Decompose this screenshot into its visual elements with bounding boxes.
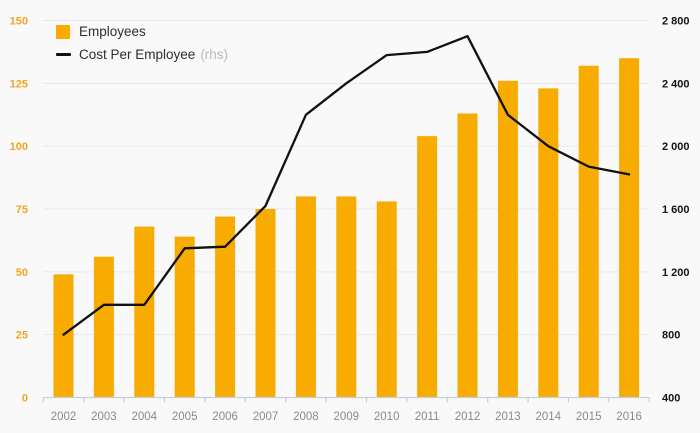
x-label-2012: 2012 bbox=[455, 411, 481, 423]
right-axis-label: 400 bbox=[662, 393, 680, 405]
legend-item-employees: Employees bbox=[56, 22, 228, 41]
x-label-2002: 2002 bbox=[51, 411, 77, 423]
bar-2005 bbox=[174, 236, 195, 398]
bar-2002 bbox=[53, 274, 74, 398]
bar-2003 bbox=[93, 256, 114, 398]
cost-per-employee-line bbox=[62, 35, 631, 336]
legend-employees-label: Employees bbox=[79, 24, 146, 39]
cost-line-swatch-icon bbox=[56, 53, 71, 56]
bar-2006 bbox=[215, 216, 236, 398]
x-label-2006: 2006 bbox=[212, 411, 238, 423]
x-label-2013: 2013 bbox=[495, 411, 521, 423]
right-axis-label: 2 000 bbox=[662, 141, 690, 153]
x-label-2010: 2010 bbox=[374, 411, 400, 423]
employees-swatch-icon bbox=[56, 24, 70, 39]
chart-legend: Employees Cost Per Employee (rhs) bbox=[56, 22, 228, 64]
left-axis-label: 25 bbox=[16, 330, 28, 342]
legend-item-cost: Cost Per Employee (rhs) bbox=[56, 45, 228, 64]
bar-2016 bbox=[619, 58, 640, 398]
right-axis-label: 2 400 bbox=[662, 78, 690, 90]
bar-2013 bbox=[497, 80, 518, 398]
right-axis-label: 1 600 bbox=[662, 204, 690, 216]
bar-2015 bbox=[578, 65, 599, 398]
bar-2008 bbox=[295, 196, 316, 398]
x-label-2003: 2003 bbox=[91, 411, 117, 423]
x-label-2011: 2011 bbox=[415, 411, 440, 423]
x-label-2007: 2007 bbox=[253, 411, 279, 423]
left-axis-label: 100 bbox=[10, 141, 28, 153]
legend-cost-label: Cost Per Employee bbox=[79, 47, 196, 62]
x-label-2005: 2005 bbox=[172, 411, 198, 423]
legend-rhs-suffix: (rhs) bbox=[200, 47, 229, 62]
bar-2004 bbox=[134, 226, 155, 398]
left-axis-label: 150 bbox=[10, 16, 28, 28]
bar-2007 bbox=[255, 209, 276, 398]
bar-2014 bbox=[538, 88, 559, 398]
x-label-2016: 2016 bbox=[616, 411, 642, 423]
right-axis-label: 2 800 bbox=[662, 16, 690, 28]
x-label-2008: 2008 bbox=[293, 411, 319, 423]
x-label-2014: 2014 bbox=[536, 411, 562, 423]
right-axis-label: 1 200 bbox=[662, 267, 690, 279]
x-label-2004: 2004 bbox=[132, 411, 158, 423]
left-axis-label: 75 bbox=[16, 204, 28, 216]
left-axis-label: 125 bbox=[10, 78, 28, 90]
bar-2012 bbox=[457, 113, 478, 398]
right-axis-label: 800 bbox=[662, 330, 680, 342]
bar-2010 bbox=[376, 201, 397, 398]
x-label-2015: 2015 bbox=[576, 411, 602, 423]
bar-2011 bbox=[417, 136, 438, 398]
left-axis-label: 50 bbox=[16, 267, 28, 279]
x-label-2009: 2009 bbox=[334, 411, 360, 423]
left-axis-label: 0 bbox=[22, 393, 28, 405]
bar-2009 bbox=[336, 196, 357, 398]
